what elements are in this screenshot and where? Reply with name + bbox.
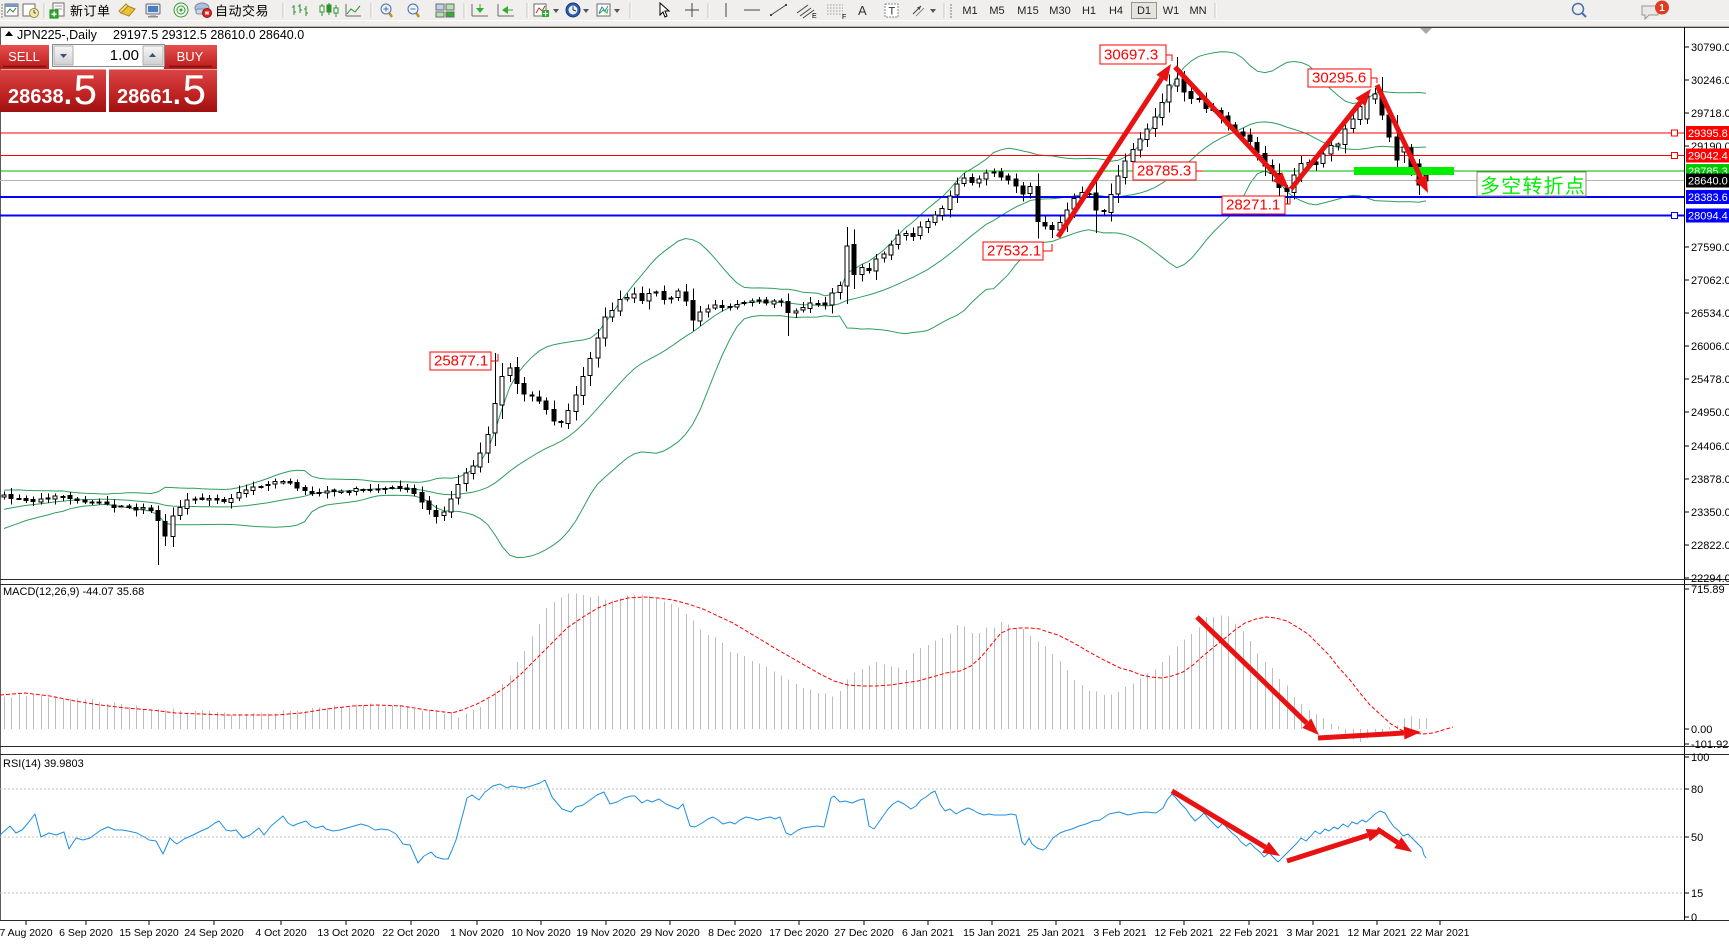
- svg-text:15 Sep 2020: 15 Sep 2020: [119, 927, 179, 939]
- svg-text:28638: 28638: [8, 86, 64, 108]
- svg-text:W1: W1: [1163, 5, 1180, 17]
- svg-text:1 Nov 2020: 1 Nov 2020: [450, 927, 504, 939]
- svg-text:E: E: [812, 13, 817, 20]
- svg-text:1: 1: [1659, 3, 1665, 14]
- svg-text:BUY: BUY: [177, 49, 204, 64]
- svg-text:23350.0: 23350.0: [1691, 507, 1729, 519]
- svg-text:30246.0: 30246.0: [1691, 75, 1729, 87]
- svg-text:.5: .5: [62, 66, 97, 113]
- svg-text:3 Mar 2021: 3 Mar 2021: [1286, 927, 1339, 939]
- svg-text:27 Dec 2020: 27 Dec 2020: [834, 927, 894, 939]
- svg-text:F: F: [842, 14, 846, 21]
- svg-text:T: T: [889, 6, 896, 18]
- svg-text:10 Nov 2020: 10 Nov 2020: [511, 927, 571, 939]
- svg-text:D1: D1: [1137, 5, 1151, 17]
- svg-text:M15: M15: [1017, 5, 1038, 17]
- svg-text:7 Aug 2020: 7 Aug 2020: [0, 927, 53, 939]
- svg-text:SELL: SELL: [8, 49, 40, 64]
- svg-text:M30: M30: [1049, 5, 1070, 17]
- svg-text:MN: MN: [1189, 5, 1206, 17]
- svg-text:80: 80: [1691, 784, 1703, 796]
- svg-text:30790.0: 30790.0: [1691, 42, 1729, 54]
- svg-text:JPN225-,Daily: JPN225-,Daily: [17, 28, 98, 42]
- svg-text:29395.8: 29395.8: [1688, 128, 1728, 140]
- svg-text:MACD(12,26,9) -44.07 35.68: MACD(12,26,9) -44.07 35.68: [3, 586, 144, 598]
- svg-text:0.00: 0.00: [1691, 724, 1712, 736]
- svg-text:25877.1: 25877.1: [434, 353, 488, 370]
- svg-text:12 Mar 2021: 12 Mar 2021: [1348, 927, 1407, 939]
- svg-text:29197.5 29312.5 28610.0 28640.: 29197.5 29312.5 28610.0 28640.0: [113, 28, 304, 42]
- svg-text:30697.3: 30697.3: [1104, 47, 1158, 64]
- svg-text:25 Jan 2021: 25 Jan 2021: [1027, 927, 1085, 939]
- svg-text:H4: H4: [1109, 5, 1123, 17]
- svg-text:15: 15: [1691, 888, 1703, 900]
- svg-text:6 Sep 2020: 6 Sep 2020: [59, 927, 113, 939]
- svg-text:28785.3: 28785.3: [1137, 163, 1191, 180]
- svg-text:22294.0: 22294.0: [1691, 573, 1729, 585]
- svg-text:22 Mar 2021: 22 Mar 2021: [1411, 927, 1470, 939]
- svg-text:1.00: 1.00: [110, 47, 139, 64]
- svg-text:13 Oct 2020: 13 Oct 2020: [317, 927, 374, 939]
- svg-text:28383.6: 28383.6: [1688, 192, 1728, 204]
- svg-text:24950.0: 24950.0: [1691, 407, 1729, 419]
- svg-text:28271.1: 28271.1: [1226, 197, 1280, 214]
- svg-text:6 Jan 2021: 6 Jan 2021: [902, 927, 954, 939]
- svg-text:M5: M5: [989, 5, 1004, 17]
- svg-text:29 Nov 2020: 29 Nov 2020: [640, 927, 700, 939]
- svg-text:4 Oct 2020: 4 Oct 2020: [255, 927, 307, 939]
- svg-text:28661: 28661: [117, 86, 173, 108]
- svg-text:50: 50: [1691, 832, 1703, 844]
- svg-text:22822.0: 22822.0: [1691, 540, 1729, 552]
- svg-text:3 Feb 2021: 3 Feb 2021: [1093, 927, 1146, 939]
- svg-text:0: 0: [1691, 912, 1697, 924]
- svg-text:15 Jan 2021: 15 Jan 2021: [963, 927, 1021, 939]
- svg-text:27062.0: 27062.0: [1691, 275, 1729, 287]
- svg-text:24 Sep 2020: 24 Sep 2020: [184, 927, 244, 939]
- svg-text:22 Feb 2021: 22 Feb 2021: [1220, 927, 1279, 939]
- svg-text:715.89: 715.89: [1691, 584, 1725, 596]
- svg-text:17 Dec 2020: 17 Dec 2020: [769, 927, 829, 939]
- svg-text:M1: M1: [962, 5, 977, 17]
- svg-text:28640.0: 28640.0: [1688, 176, 1728, 188]
- svg-text:RSI(14) 39.9803: RSI(14) 39.9803: [3, 758, 84, 770]
- svg-text:22 Oct 2020: 22 Oct 2020: [382, 927, 439, 939]
- svg-text:30295.6: 30295.6: [1312, 70, 1366, 87]
- svg-text:29718.0: 29718.0: [1691, 108, 1729, 120]
- svg-text:26534.0: 26534.0: [1691, 308, 1729, 320]
- svg-text:A: A: [858, 3, 867, 18]
- svg-text:24406.0: 24406.0: [1691, 441, 1729, 453]
- svg-text:28094.4: 28094.4: [1688, 211, 1728, 223]
- svg-text:27590.0: 27590.0: [1691, 242, 1729, 254]
- svg-text:12 Feb 2021: 12 Feb 2021: [1155, 927, 1214, 939]
- svg-text:27532.1: 27532.1: [987, 243, 1041, 260]
- svg-text:29042.4: 29042.4: [1688, 151, 1728, 163]
- svg-text:100: 100: [1691, 752, 1709, 764]
- svg-text:19 Nov 2020: 19 Nov 2020: [576, 927, 636, 939]
- svg-text:8 Dec 2020: 8 Dec 2020: [708, 927, 762, 939]
- svg-text:26006.0: 26006.0: [1691, 341, 1729, 353]
- svg-text:23878.0: 23878.0: [1691, 474, 1729, 486]
- svg-text:H1: H1: [1082, 5, 1096, 17]
- svg-text:-101.92: -101.92: [1691, 739, 1728, 751]
- svg-text:25478.0: 25478.0: [1691, 374, 1729, 386]
- svg-text:.5: .5: [171, 66, 206, 113]
